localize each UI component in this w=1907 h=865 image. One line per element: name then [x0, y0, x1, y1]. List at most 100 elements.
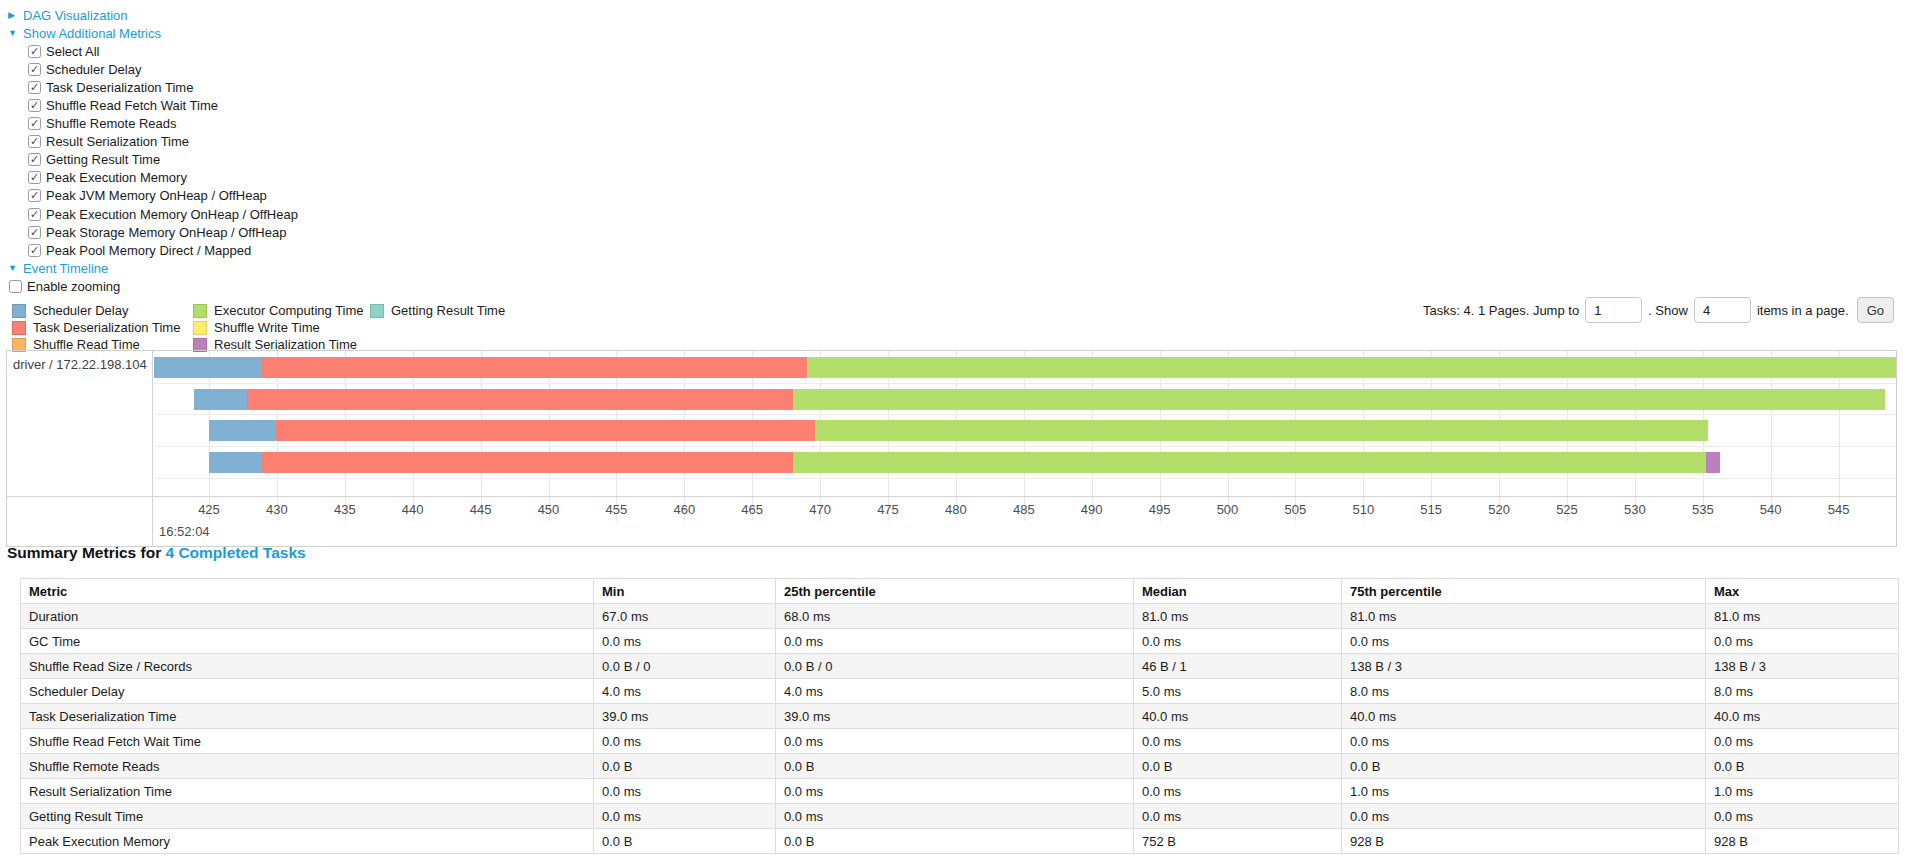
axis-tick-label: 450	[527, 502, 571, 517]
summary-col-min: Min	[594, 579, 776, 604]
metric-checkbox-scheduler-delay[interactable]: Scheduler Delay	[28, 62, 141, 77]
checkbox-icon[interactable]	[28, 189, 41, 202]
task-segment-executor_computing[interactable]	[815, 420, 1709, 441]
checkbox-icon[interactable]	[28, 153, 41, 166]
task-segment-executor_computing[interactable]	[793, 452, 1706, 473]
row-divider	[154, 446, 1896, 447]
checkbox-icon[interactable]	[28, 81, 41, 94]
metric-value: 928 B	[1342, 829, 1706, 854]
metric-value: 4.0 ms	[776, 679, 1134, 704]
task-segment-task_deserialization[interactable]	[247, 389, 793, 410]
items-in-page-text: items in a page.	[1757, 303, 1849, 318]
metric-checkbox-peak-jvm-memory-onheap-offheap[interactable]: Peak JVM Memory OnHeap / OffHeap	[28, 188, 267, 203]
checkbox-icon[interactable]	[28, 45, 41, 58]
metric-checkbox-peak-pool-memory-direct-mapped[interactable]: Peak Pool Memory Direct / Mapped	[28, 243, 251, 258]
axis-tick-label: 550	[1885, 502, 1897, 517]
metric-value: 0.0 B	[776, 829, 1134, 854]
checkbox-icon[interactable]	[9, 280, 22, 293]
checkbox-icon[interactable]	[28, 208, 41, 221]
event-timeline-label: Event Timeline	[23, 261, 108, 276]
metric-value: 0.0 ms	[1342, 629, 1706, 654]
enable-zooming-checkbox[interactable]: Enable zooming	[9, 279, 120, 294]
checkbox-icon[interactable]	[28, 63, 41, 76]
checkbox-label: Shuffle Remote Reads	[46, 116, 177, 131]
metric-value: 81.0 ms	[1134, 604, 1342, 629]
checkbox-label: Peak Execution Memory OnHeap / OffHeap	[46, 207, 298, 222]
metric-value: 0.0 B / 0	[776, 654, 1134, 679]
checkbox-icon[interactable]	[28, 226, 41, 239]
axis-tick-label: 535	[1681, 502, 1725, 517]
metric-checkbox-shuffle-remote-reads[interactable]: Shuffle Remote Reads	[28, 116, 177, 131]
event-timeline-toggle[interactable]: ▼ Event Timeline	[8, 261, 108, 276]
task-bar-3[interactable]	[154, 420, 1896, 441]
metric-value: 0.0 B / 0	[594, 654, 776, 679]
metric-value: 0.0 B	[1342, 754, 1706, 779]
checkbox-label: Peak Storage Memory OnHeap / OffHeap	[46, 225, 286, 240]
metric-value: 0.0 ms	[594, 804, 776, 829]
task-segment-scheduler_delay[interactable]	[194, 389, 247, 410]
axis-tick-label: 475	[866, 502, 910, 517]
task-segment-task_deserialization[interactable]	[276, 420, 815, 441]
metric-name: Shuffle Read Fetch Wait Time	[21, 729, 594, 754]
checkbox-icon[interactable]	[28, 244, 41, 257]
task-segment-task_deserialization[interactable]	[261, 357, 807, 378]
axis-major-label: 16:52:04	[159, 524, 210, 539]
metric-value: 0.0 ms	[776, 629, 1134, 654]
task-bar-1[interactable]	[154, 357, 1896, 378]
task-segment-scheduler_delay[interactable]	[209, 420, 276, 441]
summary-row-duration: Duration67.0 ms68.0 ms81.0 ms81.0 ms81.0…	[21, 604, 1899, 629]
metric-checkbox-select-all[interactable]: Select All	[28, 44, 99, 59]
checkbox-icon[interactable]	[28, 117, 41, 130]
metric-checkbox-peak-execution-memory[interactable]: Peak Execution Memory	[28, 170, 187, 185]
metric-value: 81.0 ms	[1342, 604, 1706, 629]
row-divider	[154, 383, 1896, 384]
checkbox-label: Scheduler Delay	[46, 62, 141, 77]
metric-value: 138 B / 3	[1706, 654, 1899, 679]
checkbox-icon[interactable]	[28, 135, 41, 148]
checkbox-icon[interactable]	[28, 99, 41, 112]
legend-swatch-icon	[12, 321, 26, 335]
task-segment-executor_computing[interactable]	[793, 389, 1885, 410]
go-button[interactable]: Go	[1857, 297, 1894, 323]
metric-checkbox-peak-storage-memory-onheap-offheap[interactable]: Peak Storage Memory OnHeap / OffHeap	[28, 225, 286, 240]
dag-visualization-toggle[interactable]: ▶ DAG Visualization	[8, 8, 128, 23]
axis-tick-label: 540	[1749, 502, 1793, 517]
axis-tick-label: 490	[1070, 502, 1114, 517]
summary-col-metric: Metric	[21, 579, 594, 604]
axis-tick-label: 500	[1206, 502, 1250, 517]
jump-to-page-input[interactable]	[1585, 297, 1642, 323]
metric-checkbox-getting-result-time[interactable]: Getting Result Time	[28, 152, 160, 167]
metric-value: 0.0 B	[594, 754, 776, 779]
checkbox-icon[interactable]	[28, 171, 41, 184]
metric-value: 0.0 ms	[776, 729, 1134, 754]
metric-value: 40.0 ms	[1342, 704, 1706, 729]
task-segment-executor_computing[interactable]	[807, 357, 1896, 378]
items-per-page-input[interactable]	[1694, 297, 1751, 323]
axis-tick-label: 480	[934, 502, 978, 517]
axis-tick-label: 435	[323, 502, 367, 517]
metric-checkbox-result-serialization-time[interactable]: Result Serialization Time	[28, 134, 189, 149]
checkbox-label: Peak Pool Memory Direct / Mapped	[46, 243, 251, 258]
task-bar-4[interactable]	[154, 452, 1896, 473]
task-segment-result_serialization[interactable]	[1706, 452, 1721, 473]
metric-value: 0.0 ms	[594, 629, 776, 654]
metric-checkbox-task-deserialization-time[interactable]: Task Deserialization Time	[28, 80, 193, 95]
checkbox-row: Getting Result Time	[8, 151, 298, 169]
axis-tick-label: 445	[459, 502, 503, 517]
metric-value: 928 B	[1706, 829, 1899, 854]
event-timeline-chart: driver / 172.22.198.104 16:52:04 4254304…	[6, 350, 1897, 547]
legend-label: Executor Computing Time	[214, 303, 364, 318]
axis-tick-label: 505	[1273, 502, 1317, 517]
metric-checkbox-shuffle-read-fetch-wait-time[interactable]: Shuffle Read Fetch Wait Time	[28, 98, 218, 113]
task-segment-scheduler_delay[interactable]	[209, 452, 262, 473]
legend-column: Executor Computing TimeShuffle Write Tim…	[193, 302, 364, 353]
completed-tasks-link[interactable]: 4 Completed Tasks	[166, 544, 306, 561]
task-segment-scheduler_delay[interactable]	[154, 357, 261, 378]
task-bar-2[interactable]	[154, 389, 1896, 410]
summary-row-peak-execution-memory: Peak Execution Memory0.0 B0.0 B752 B928 …	[21, 829, 1899, 854]
metric-checkbox-peak-execution-memory-onheap-offheap[interactable]: Peak Execution Memory OnHeap / OffHeap	[28, 207, 298, 222]
show-additional-metrics-toggle[interactable]: ▼ Show Additional Metrics	[8, 26, 161, 41]
task-segment-task_deserialization[interactable]	[262, 452, 793, 473]
metric-value: 0.0 B	[776, 754, 1134, 779]
metric-value: 0.0 ms	[1134, 804, 1342, 829]
